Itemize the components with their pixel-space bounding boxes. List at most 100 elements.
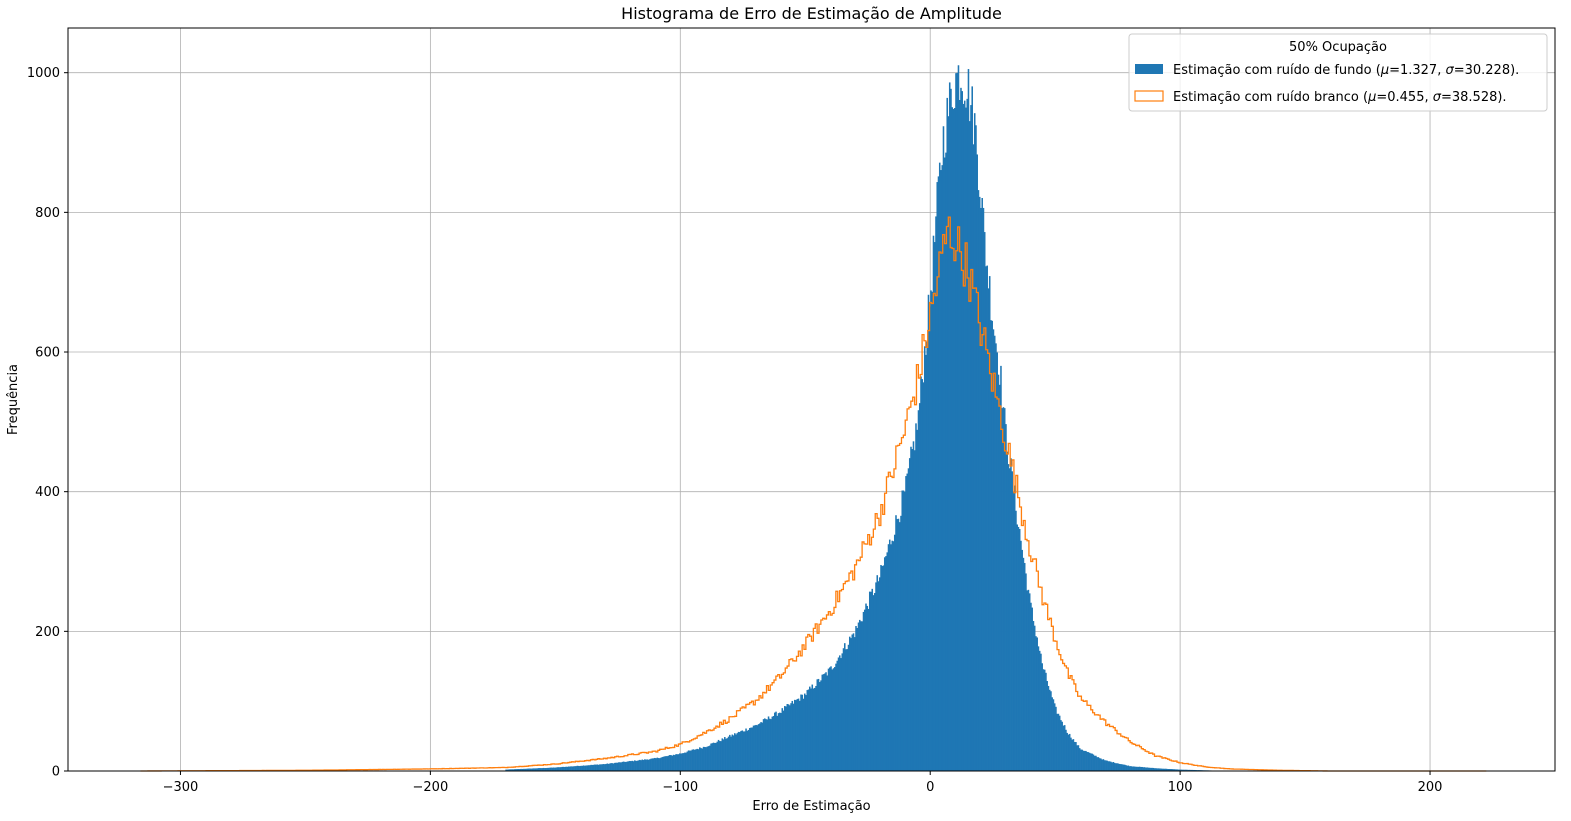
histogram-bar bbox=[605, 763, 607, 771]
histogram-bar bbox=[1072, 739, 1075, 771]
histogram-bar bbox=[1183, 769, 1186, 771]
histogram-bar bbox=[902, 490, 905, 771]
histogram-bar bbox=[1091, 753, 1093, 771]
histogram-bar bbox=[860, 621, 862, 771]
y-tick-label: 400 bbox=[35, 485, 60, 500]
histogram-bar bbox=[539, 768, 541, 771]
orange-step-series bbox=[140, 216, 1487, 772]
legend-entry-1-mu-value: =0.455, bbox=[1376, 90, 1432, 105]
histogram-bar bbox=[1051, 697, 1053, 771]
histogram-bar bbox=[584, 765, 586, 771]
histogram-bar bbox=[1173, 769, 1176, 771]
histogram-bar bbox=[657, 758, 660, 771]
histogram-bar bbox=[796, 699, 799, 771]
histogram-bar bbox=[719, 741, 721, 771]
histogram-bar bbox=[1113, 762, 1116, 771]
histogram-bar bbox=[1128, 766, 1131, 771]
histogram-bar bbox=[809, 686, 811, 771]
histogram-bar bbox=[1063, 725, 1066, 771]
histogram-bar bbox=[926, 341, 929, 771]
histogram-bar bbox=[1123, 764, 1126, 771]
histogram-bar bbox=[1008, 468, 1011, 771]
histogram-bar bbox=[524, 768, 526, 771]
histogram-bar bbox=[771, 716, 774, 771]
histogram-bar bbox=[1157, 768, 1160, 771]
histogram-bar bbox=[1016, 524, 1018, 771]
histogram-bar bbox=[709, 745, 711, 771]
histogram-bar bbox=[935, 216, 937, 771]
histogram-bar bbox=[641, 759, 644, 771]
histogram-bar bbox=[907, 468, 910, 771]
histogram-bar bbox=[887, 544, 890, 771]
histogram-bar bbox=[559, 767, 561, 771]
histogram-bar bbox=[540, 768, 542, 771]
histogram-bar bbox=[594, 764, 596, 771]
histogram-bar bbox=[821, 674, 824, 771]
histogram-bar bbox=[626, 761, 629, 771]
histogram-bar bbox=[704, 746, 706, 771]
histogram-bar bbox=[629, 760, 631, 771]
histogram-bar bbox=[910, 446, 912, 771]
histogram-bar bbox=[1133, 766, 1136, 771]
histogram-bar bbox=[825, 672, 827, 771]
histogram-bar bbox=[729, 734, 731, 771]
histogram-bar bbox=[652, 758, 655, 771]
histogram-bar bbox=[892, 541, 895, 771]
histogram-bar bbox=[551, 767, 554, 771]
histogram-bar bbox=[531, 768, 534, 771]
legend-entry-1-sigma-value: =38.528). bbox=[1441, 90, 1507, 105]
y-axis-label: Frequência bbox=[6, 364, 21, 435]
histogram-bar bbox=[1015, 510, 1017, 771]
histogram-bar bbox=[606, 763, 609, 771]
histogram-bar bbox=[840, 658, 842, 771]
histogram-bar bbox=[744, 731, 746, 771]
histogram-bar bbox=[1038, 650, 1041, 771]
legend-title: 50% Ocupação bbox=[1289, 40, 1387, 55]
histogram-bar bbox=[585, 765, 587, 771]
x-tick-label: 200 bbox=[1418, 780, 1443, 795]
histogram-bar bbox=[779, 712, 781, 771]
histogram-bar bbox=[917, 410, 920, 771]
histogram-bar bbox=[1146, 767, 1148, 771]
histogram-bar bbox=[1167, 768, 1170, 771]
histogram-bar bbox=[1117, 763, 1120, 771]
histogram-bar bbox=[799, 700, 801, 771]
histogram-bar bbox=[547, 767, 550, 771]
histogram-bar bbox=[732, 735, 735, 771]
histogram-bar bbox=[740, 730, 742, 771]
histogram-bar bbox=[566, 766, 569, 771]
histogram-bar bbox=[1131, 766, 1133, 771]
histogram-bar bbox=[600, 764, 602, 771]
histogram-bar bbox=[1058, 715, 1061, 771]
histogram-bar bbox=[930, 290, 932, 771]
histogram-bar bbox=[1150, 767, 1152, 771]
histogram-bar bbox=[509, 769, 511, 771]
histogram-bar bbox=[682, 753, 685, 771]
histogram-bar bbox=[526, 768, 529, 771]
histogram-bar bbox=[671, 755, 674, 771]
histogram-bar bbox=[841, 653, 844, 771]
histogram-bar bbox=[827, 668, 830, 771]
histogram-bar bbox=[812, 688, 815, 771]
histogram-bar bbox=[565, 766, 567, 771]
histogram-bar bbox=[833, 667, 836, 771]
histogram-bar bbox=[905, 476, 907, 771]
histogram-bar bbox=[791, 700, 794, 771]
histogram-bar bbox=[745, 728, 747, 771]
histogram-bar bbox=[552, 767, 555, 771]
x-tick-label: −300 bbox=[163, 780, 199, 795]
histogram-bar bbox=[1142, 767, 1145, 771]
histogram-bar bbox=[1080, 749, 1082, 771]
histogram-bar bbox=[870, 591, 872, 771]
histogram-bar bbox=[1107, 761, 1110, 771]
histogram-bar bbox=[927, 294, 930, 771]
histogram-bar bbox=[717, 739, 720, 771]
histogram-bar bbox=[655, 758, 657, 771]
histogram-bar bbox=[908, 458, 911, 771]
histogram-bar bbox=[971, 86, 973, 771]
histogram-bar bbox=[571, 766, 574, 771]
histogram-bar bbox=[845, 649, 847, 771]
histogram-bar bbox=[1111, 762, 1113, 771]
histogram-bar bbox=[664, 756, 666, 771]
